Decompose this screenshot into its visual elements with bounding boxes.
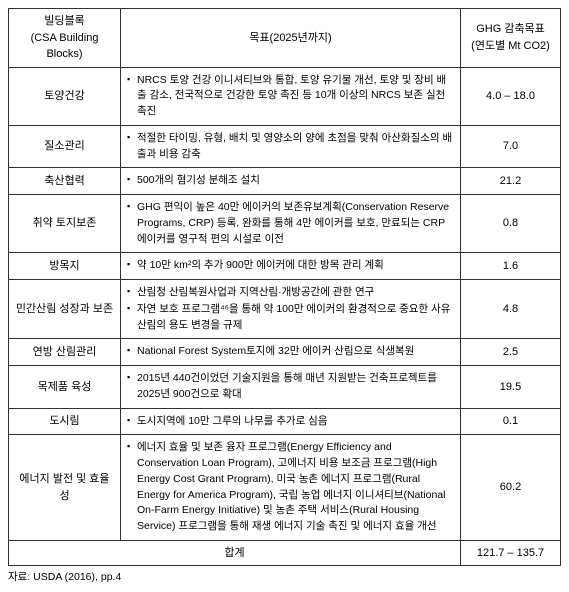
row-goals: National Forest System토지에 32만 에이커 산림으로 식… [121, 339, 461, 366]
goal-item: GHG 편익이 높은 40만 에이커의 보존유보계획(Conservation … [127, 200, 454, 247]
table-row: 방목지 약 10만 km²의 추가 900만 에이커에 대한 방목 관리 계획 1.… [9, 253, 561, 280]
row-name: 질소관리 [9, 125, 121, 168]
goal-item: 적절한 타이밍, 유형, 배치 및 영양소의 양에 초점을 맞춰 아산화질소의 … [127, 131, 454, 163]
goal-item: 500개의 혐기성 분해조 설치 [127, 173, 454, 189]
table-row: 취약 토지보존GHG 편익이 높은 40만 에이커의 보존유보계획(Conser… [9, 195, 561, 253]
row-value: 2.5 [461, 339, 561, 366]
row-goals: 약 10만 km²의 추가 900만 에이커에 대한 방목 관리 계획 [121, 253, 461, 280]
sum-value: 121.7 – 135.7 [461, 540, 561, 566]
row-name: 민간산림 성장과 보존 [9, 280, 121, 339]
row-name: 방목지 [9, 253, 121, 280]
row-name: 축산협력 [9, 168, 121, 195]
row-value: 19.5 [461, 366, 561, 409]
header-goal: 목표(2025년까지) [121, 9, 461, 68]
row-name: 취약 토지보존 [9, 195, 121, 253]
table-row: 도시림 도시지역에 10만 그루의 나무를 추가로 심음 0.1 [9, 408, 561, 435]
row-value: 21.2 [461, 168, 561, 195]
sum-label: 합계 [9, 540, 461, 566]
row-name: 토양건강 [9, 67, 121, 125]
header-row: 빌딩블록 (CSA Building Blocks) 목표(2025년까지) G… [9, 9, 561, 68]
footnote: 자료: USDA (2016), pp.4 [8, 569, 561, 584]
row-goals: GHG 편익이 높은 40만 에이커의 보존유보계획(Conservation … [121, 195, 461, 253]
goal-item: National Forest System토지에 32만 에이커 산림으로 식… [127, 344, 454, 360]
header-col1-line2: (CSA Building Blocks) [31, 32, 99, 61]
goal-item: 자연 보호 프로그램⁴⁶을 통해 약 100만 에이커의 환경적으로 중요한 사… [127, 302, 454, 334]
row-value: 0.1 [461, 408, 561, 435]
row-goals: 500개의 혐기성 분해조 설치 [121, 168, 461, 195]
header-ghg: GHG 감축목표 (연도별 Mt CO2) [461, 9, 561, 68]
row-value: 7.0 [461, 125, 561, 168]
row-value: 1.6 [461, 253, 561, 280]
row-goals: 적절한 타이밍, 유형, 배치 및 영양소의 양에 초점을 맞춰 아산화질소의 … [121, 125, 461, 168]
header-col3-line2: (연도별 Mt CO2) [471, 40, 550, 52]
row-value: 0.8 [461, 195, 561, 253]
row-goals: 에너지 효율 및 보존 융자 프로그램(Energy Efficiency an… [121, 435, 461, 541]
row-value: 4.8 [461, 280, 561, 339]
header-col1-line1: 빌딩블록 [44, 15, 84, 27]
row-value: 4.0 – 18.0 [461, 67, 561, 125]
table-row: 목제품 육성2015년 440건이었던 기술지원을 통해 매년 지원받는 건축프… [9, 366, 561, 409]
goal-item: 2015년 440건이었던 기술지원을 통해 매년 지원받는 건축프로젝트를 2… [127, 371, 454, 403]
row-goals: 2015년 440건이었던 기술지원을 통해 매년 지원받는 건축프로젝트를 2… [121, 366, 461, 409]
header-building-block: 빌딩블록 (CSA Building Blocks) [9, 9, 121, 68]
row-name: 에너지 발전 및 효율성 [9, 435, 121, 541]
goal-item: NRCS 토양 건강 이니셔티브와 통합, 토양 유기물 개선, 토양 및 장비… [127, 73, 454, 120]
table-row: 민간산림 성장과 보존산림청 산림복원사업과 지역산림·개방공간에 관한 연구자… [9, 280, 561, 339]
row-name: 목제품 육성 [9, 366, 121, 409]
table-row: 연방 산림관리 National Forest System토지에 32만 에이커… [9, 339, 561, 366]
row-name: 연방 산림관리 [9, 339, 121, 366]
row-value: 60.2 [461, 435, 561, 541]
goal-item: 도시지역에 10만 그루의 나무를 추가로 심음 [127, 414, 454, 430]
row-goals: NRCS 토양 건강 이니셔티브와 통합, 토양 유기물 개선, 토양 및 장비… [121, 67, 461, 125]
table-row: 축산협력 500개의 혐기성 분해조 설치 21.2 [9, 168, 561, 195]
sum-row: 합계121.7 – 135.7 [9, 540, 561, 566]
row-name: 도시림 [9, 408, 121, 435]
table-row: 토양건강NRCS 토양 건강 이니셔티브와 통합, 토양 유기물 개선, 토양 … [9, 67, 561, 125]
goal-item: 약 10만 km²의 추가 900만 에이커에 대한 방목 관리 계획 [127, 258, 454, 274]
ghg-table: 빌딩블록 (CSA Building Blocks) 목표(2025년까지) G… [8, 8, 561, 566]
header-col3-line1: GHG 감축목표 [476, 23, 545, 35]
table-row: 에너지 발전 및 효율성에너지 효율 및 보존 융자 프로그램(Energy E… [9, 435, 561, 541]
goal-item: 에너지 효율 및 보존 융자 프로그램(Energy Efficiency an… [127, 440, 454, 535]
row-goals: 도시지역에 10만 그루의 나무를 추가로 심음 [121, 408, 461, 435]
row-goals: 산림청 산림복원사업과 지역산림·개방공간에 관한 연구자연 보호 프로그램⁴⁶… [121, 280, 461, 339]
table-row: 질소관리적절한 타이밍, 유형, 배치 및 영양소의 양에 초점을 맞춰 아산화… [9, 125, 561, 168]
goal-item: 산림청 산림복원사업과 지역산림·개방공간에 관한 연구 [127, 285, 454, 301]
